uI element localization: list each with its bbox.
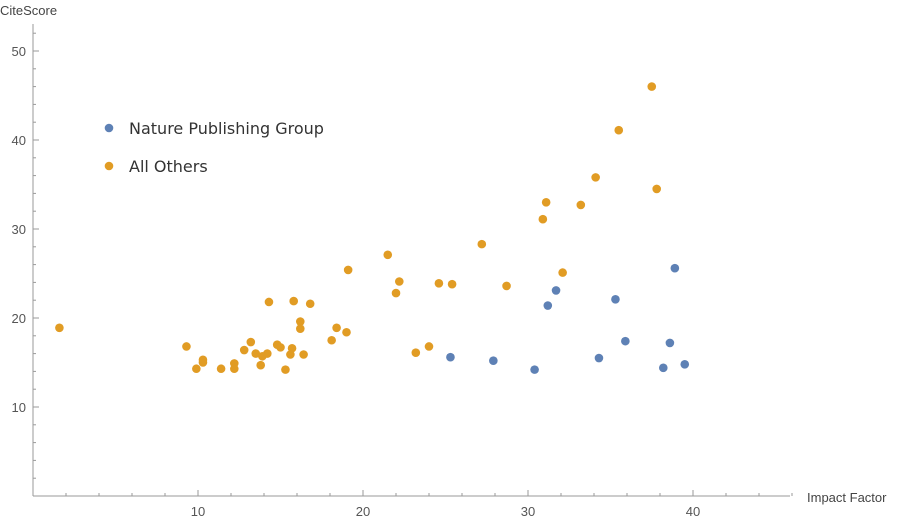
- point-all-others: [276, 343, 285, 352]
- point-nature-publishing-group: [611, 295, 620, 304]
- point-all-others: [182, 342, 191, 351]
- point-nature-publishing-group: [489, 356, 498, 366]
- point-nature-publishing-group: [665, 338, 675, 348]
- point-nature-publishing-group: [659, 363, 668, 373]
- point-all-others: [576, 200, 586, 210]
- x-tick-label: 40: [686, 504, 700, 519]
- point-all-others: [424, 342, 434, 351]
- point-all-others: [192, 364, 201, 374]
- legend-label: All Others: [129, 157, 208, 176]
- point-all-others: [264, 297, 274, 307]
- point-all-others: [246, 337, 256, 347]
- y-axis-title: CiteScore: [0, 3, 57, 18]
- x-axis-title: Impact Factor: [807, 490, 887, 505]
- point-all-others: [216, 364, 226, 374]
- legend-marker: [104, 123, 114, 133]
- point-all-others: [230, 359, 239, 368]
- y-tick-label: 20: [12, 311, 26, 326]
- point-all-others: [502, 281, 511, 291]
- point-all-others: [558, 268, 567, 277]
- point-all-others: [477, 239, 487, 249]
- point-all-others: [652, 184, 661, 194]
- point-nature-publishing-group: [621, 336, 630, 346]
- point-all-others: [647, 82, 657, 91]
- legend-marker: [104, 161, 114, 171]
- point-nature-publishing-group: [680, 359, 690, 369]
- point-all-others: [198, 355, 208, 365]
- point-all-others: [434, 278, 444, 288]
- point-all-others: [541, 198, 551, 207]
- point-nature-publishing-group: [530, 365, 539, 374]
- point-all-others: [287, 343, 297, 353]
- axes: 10 20 30 40 10 20 30 40 50: [12, 24, 793, 519]
- point-all-others: [591, 173, 600, 182]
- point-nature-publishing-group: [670, 263, 680, 273]
- point-all-others: [342, 327, 351, 337]
- point-all-others: [296, 317, 305, 326]
- point-all-others: [447, 279, 457, 289]
- y-tick-label: 10: [12, 400, 26, 415]
- point-all-others: [251, 349, 261, 358]
- data-points: [55, 82, 690, 374]
- point-nature-publishing-group: [543, 301, 553, 310]
- point-nature-publishing-group: [446, 352, 455, 362]
- point-all-others: [538, 214, 548, 224]
- x-tick-label: 20: [356, 504, 370, 519]
- point-all-others: [343, 265, 353, 275]
- point-all-others: [299, 350, 308, 359]
- y-tick-label: 30: [12, 222, 26, 237]
- point-all-others: [614, 125, 624, 135]
- point-all-others: [281, 365, 290, 374]
- point-all-others: [391, 288, 401, 298]
- point-all-others: [411, 348, 421, 358]
- point-all-others: [332, 323, 341, 333]
- point-all-others: [55, 323, 64, 333]
- legend-label: Nature Publishing Group: [129, 119, 324, 138]
- point-nature-publishing-group: [594, 353, 604, 363]
- point-all-others: [296, 324, 305, 333]
- point-all-others: [305, 299, 315, 309]
- point-all-others: [289, 296, 299, 306]
- y-tick-label: 40: [12, 133, 26, 148]
- point-nature-publishing-group: [551, 286, 561, 295]
- x-tick-label: 30: [521, 504, 535, 519]
- legend: Nature Publishing Group All Others: [104, 119, 324, 176]
- x-tick-label: 10: [191, 504, 205, 519]
- point-all-others: [383, 250, 393, 260]
- point-all-others: [327, 335, 336, 345]
- point-all-others: [263, 349, 272, 358]
- point-all-others: [395, 277, 404, 286]
- y-tick-label: 50: [12, 44, 26, 59]
- point-all-others: [239, 345, 249, 355]
- point-all-others: [256, 360, 266, 370]
